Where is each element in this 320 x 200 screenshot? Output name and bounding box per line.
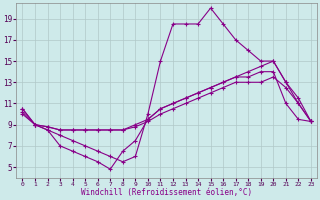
X-axis label: Windchill (Refroidissement éolien,°C): Windchill (Refroidissement éolien,°C) [81, 188, 252, 197]
